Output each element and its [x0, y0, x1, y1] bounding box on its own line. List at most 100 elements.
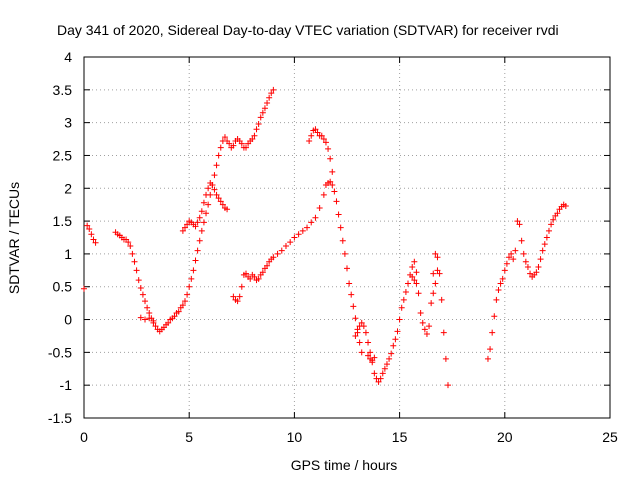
- data-point: [186, 283, 193, 290]
- data-point: [548, 221, 555, 228]
- data-point: [413, 280, 420, 287]
- data-point: [270, 254, 277, 261]
- data-point: [411, 258, 418, 265]
- data-point: [512, 247, 519, 254]
- data-point: [348, 291, 355, 298]
- data-point: [510, 256, 517, 263]
- data-point: [205, 185, 212, 192]
- data-point: [444, 382, 451, 389]
- data-point: [213, 162, 220, 169]
- data-point: [394, 328, 401, 335]
- data-point: [306, 138, 313, 145]
- data-point: [238, 140, 245, 147]
- data-point: [352, 315, 359, 322]
- data-point: [501, 267, 508, 274]
- data-point: [226, 140, 233, 147]
- data-point: [318, 132, 325, 139]
- data-point: [139, 291, 146, 298]
- data-point: [129, 250, 136, 257]
- data-point: [379, 370, 386, 377]
- data-point: [320, 191, 327, 198]
- data-point: [346, 280, 353, 287]
- data-point: [88, 231, 95, 238]
- data-point: [133, 267, 140, 274]
- data-point: [423, 330, 430, 337]
- data-point: [487, 346, 494, 353]
- data-point: [405, 280, 412, 287]
- data-point: [221, 134, 228, 141]
- data-point: [491, 313, 498, 320]
- data-point: [142, 298, 149, 305]
- data-point: [314, 129, 321, 136]
- data-point: [175, 308, 182, 315]
- data-point: [257, 114, 264, 121]
- y-tick-label: -1: [60, 377, 73, 393]
- data-point: [388, 350, 395, 357]
- data-point: [198, 227, 205, 234]
- data-point: [562, 202, 569, 209]
- data-point: [365, 339, 372, 346]
- data-point: [194, 219, 201, 226]
- y-tick-label: 2.5: [53, 147, 73, 163]
- data-point: [217, 144, 224, 151]
- data-point: [339, 237, 346, 244]
- data-point: [219, 201, 226, 208]
- data-point: [484, 355, 491, 362]
- data-point: [508, 250, 515, 257]
- data-point: [135, 277, 142, 284]
- data-point: [514, 218, 521, 225]
- data-point: [375, 378, 382, 385]
- data-point: [360, 323, 367, 330]
- data-point: [171, 313, 178, 320]
- data-point: [146, 315, 153, 322]
- data-point: [84, 222, 91, 229]
- data-point: [295, 231, 302, 238]
- data-point: [131, 258, 138, 265]
- data-point: [396, 316, 403, 323]
- data-point: [537, 256, 544, 263]
- y-tick-label: 3.5: [53, 82, 73, 98]
- y-tick-label: 3: [64, 115, 72, 131]
- data-point: [249, 136, 256, 143]
- data-point: [554, 210, 561, 217]
- data-point: [383, 361, 390, 368]
- data-point: [329, 168, 336, 175]
- data-point: [417, 309, 424, 316]
- data-point: [327, 155, 334, 162]
- data-point: [390, 342, 397, 349]
- data-point: [299, 227, 306, 234]
- data-point: [499, 275, 506, 282]
- data-point: [90, 236, 97, 243]
- data-point: [320, 136, 327, 143]
- data-point: [137, 314, 144, 321]
- data-point: [192, 257, 199, 264]
- data-point: [381, 365, 388, 372]
- data-point: [270, 86, 277, 93]
- data-point: [522, 258, 529, 265]
- data-point: [409, 273, 416, 280]
- data-point: [352, 332, 359, 339]
- data-point: [533, 269, 540, 276]
- data-point: [247, 275, 254, 282]
- data-point: [259, 269, 266, 276]
- data-point: [215, 152, 222, 159]
- data-point: [331, 188, 338, 195]
- data-point: [137, 285, 144, 292]
- data-point: [243, 144, 250, 151]
- data-point: [495, 287, 502, 294]
- data-point: [434, 254, 441, 261]
- data-point: [213, 191, 220, 198]
- data-point: [520, 250, 527, 257]
- x-axis-label: GPS time / hours: [291, 457, 398, 473]
- y-tick-label: 0.5: [53, 279, 73, 295]
- x-tick-label: 10: [287, 429, 303, 445]
- data-point: [179, 302, 186, 309]
- data-point: [198, 208, 205, 215]
- data-point: [243, 270, 250, 277]
- x-tick-label: 25: [602, 429, 618, 445]
- data-point: [308, 132, 315, 139]
- data-point: [440, 329, 447, 336]
- y-tick-label: 1: [64, 246, 72, 262]
- data-point: [489, 329, 496, 336]
